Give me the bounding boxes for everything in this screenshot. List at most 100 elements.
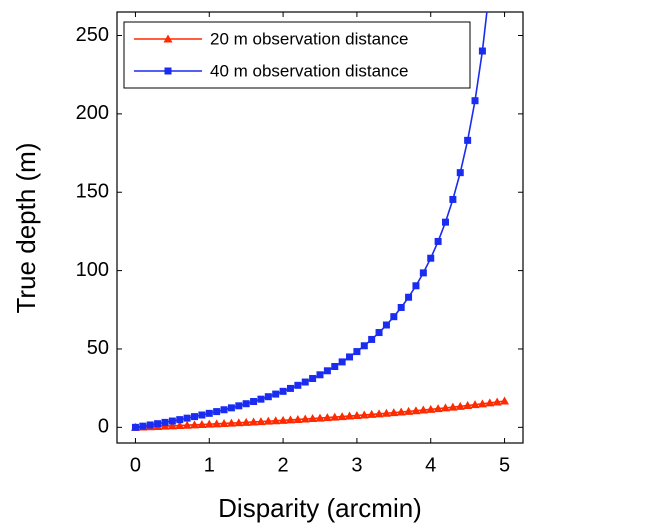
triangle-marker <box>182 420 192 429</box>
square-marker <box>168 417 176 425</box>
square-marker <box>338 358 346 366</box>
square-marker <box>449 195 457 203</box>
x-tick-label: 2 <box>278 454 289 476</box>
x-tick-label: 3 <box>351 454 362 476</box>
triangle-marker <box>263 416 273 425</box>
square-marker <box>131 423 139 431</box>
square-marker <box>427 254 435 262</box>
triangle-marker <box>367 409 377 418</box>
x-axis-label: Disparity (arcmin) <box>218 493 422 523</box>
triangle-marker <box>470 400 480 409</box>
square-marker <box>264 393 272 401</box>
y-tick-label: 150 <box>76 181 109 203</box>
y-tick-label: 100 <box>76 259 109 281</box>
triangle-marker <box>389 408 399 417</box>
triangle-marker <box>485 398 495 407</box>
square-marker <box>309 375 317 383</box>
triangle-marker <box>167 421 177 430</box>
square-marker <box>279 387 287 395</box>
square-marker <box>286 384 294 392</box>
y-tick-label: 50 <box>87 337 109 359</box>
square-marker <box>368 335 376 343</box>
square-marker <box>331 363 339 371</box>
triangle-marker <box>426 404 436 413</box>
square-marker <box>227 404 235 412</box>
square-marker <box>257 395 265 403</box>
square-marker <box>478 47 486 55</box>
square-marker <box>139 422 147 430</box>
triangle-marker <box>440 403 450 412</box>
triangle-marker <box>337 412 347 421</box>
triangle-marker <box>374 409 384 418</box>
triangle-marker <box>433 404 443 413</box>
square-marker <box>390 313 398 321</box>
triangle-marker <box>190 420 200 429</box>
triangle-marker <box>249 417 259 426</box>
square-marker <box>213 408 221 416</box>
triangle-marker <box>204 419 214 428</box>
triangle-marker <box>359 410 369 419</box>
square-marker <box>301 378 309 386</box>
legend-label: 20 m observation distance <box>210 29 408 48</box>
square-marker <box>154 420 162 428</box>
square-marker <box>220 406 228 414</box>
triangle-marker <box>315 413 325 422</box>
square-marker <box>346 353 354 361</box>
triangle-marker <box>256 417 266 426</box>
triangle-marker <box>293 414 303 423</box>
square-marker <box>323 367 331 375</box>
square-marker <box>353 348 361 356</box>
square-marker <box>242 400 250 408</box>
y-tick-label: 200 <box>76 102 109 124</box>
triangle-marker <box>381 408 391 417</box>
square-marker <box>360 342 368 350</box>
square-marker <box>471 97 479 105</box>
triangle-marker <box>219 418 229 427</box>
square-marker <box>205 409 213 417</box>
square-marker <box>375 329 383 337</box>
square-marker <box>405 293 413 301</box>
square-marker <box>191 413 199 421</box>
triangle-marker <box>455 401 465 410</box>
y-tick-label: 0 <box>98 416 109 438</box>
triangle-marker <box>330 412 340 421</box>
triangle-marker <box>463 401 473 410</box>
legend-marker <box>164 67 172 75</box>
square-marker <box>434 237 442 245</box>
legend-box <box>123 21 471 89</box>
square-marker <box>382 321 390 329</box>
square-marker <box>235 402 243 410</box>
triangle-marker <box>477 399 487 408</box>
triangle-marker <box>404 406 414 415</box>
y-tick-label: 250 <box>76 24 109 46</box>
square-marker <box>176 416 184 424</box>
triangle-marker <box>411 406 421 415</box>
triangle-marker <box>352 411 362 420</box>
square-marker <box>294 381 302 389</box>
square-marker <box>272 390 280 398</box>
triangle-marker <box>492 397 502 406</box>
triangle-marker <box>418 405 428 414</box>
triangle-marker <box>197 420 207 429</box>
square-marker <box>250 397 258 405</box>
square-marker <box>397 303 405 311</box>
legend-label: 40 m observation distance <box>210 61 408 80</box>
triangle-marker <box>241 417 251 426</box>
x-tick-label: 0 <box>130 454 141 476</box>
triangle-marker <box>396 407 406 416</box>
square-marker <box>412 282 420 290</box>
triangle-marker <box>500 396 510 405</box>
plot-area <box>130 12 510 431</box>
triangle-marker <box>345 411 355 420</box>
x-tick-label: 4 <box>425 454 436 476</box>
triangle-marker <box>226 418 236 427</box>
triangle-marker <box>322 413 332 422</box>
square-marker <box>441 218 449 226</box>
triangle-marker <box>448 402 458 411</box>
square-marker <box>146 421 154 429</box>
square-marker <box>161 418 169 426</box>
triangle-marker <box>234 418 244 427</box>
square-marker <box>316 371 324 379</box>
x-tick-label: 1 <box>204 454 215 476</box>
